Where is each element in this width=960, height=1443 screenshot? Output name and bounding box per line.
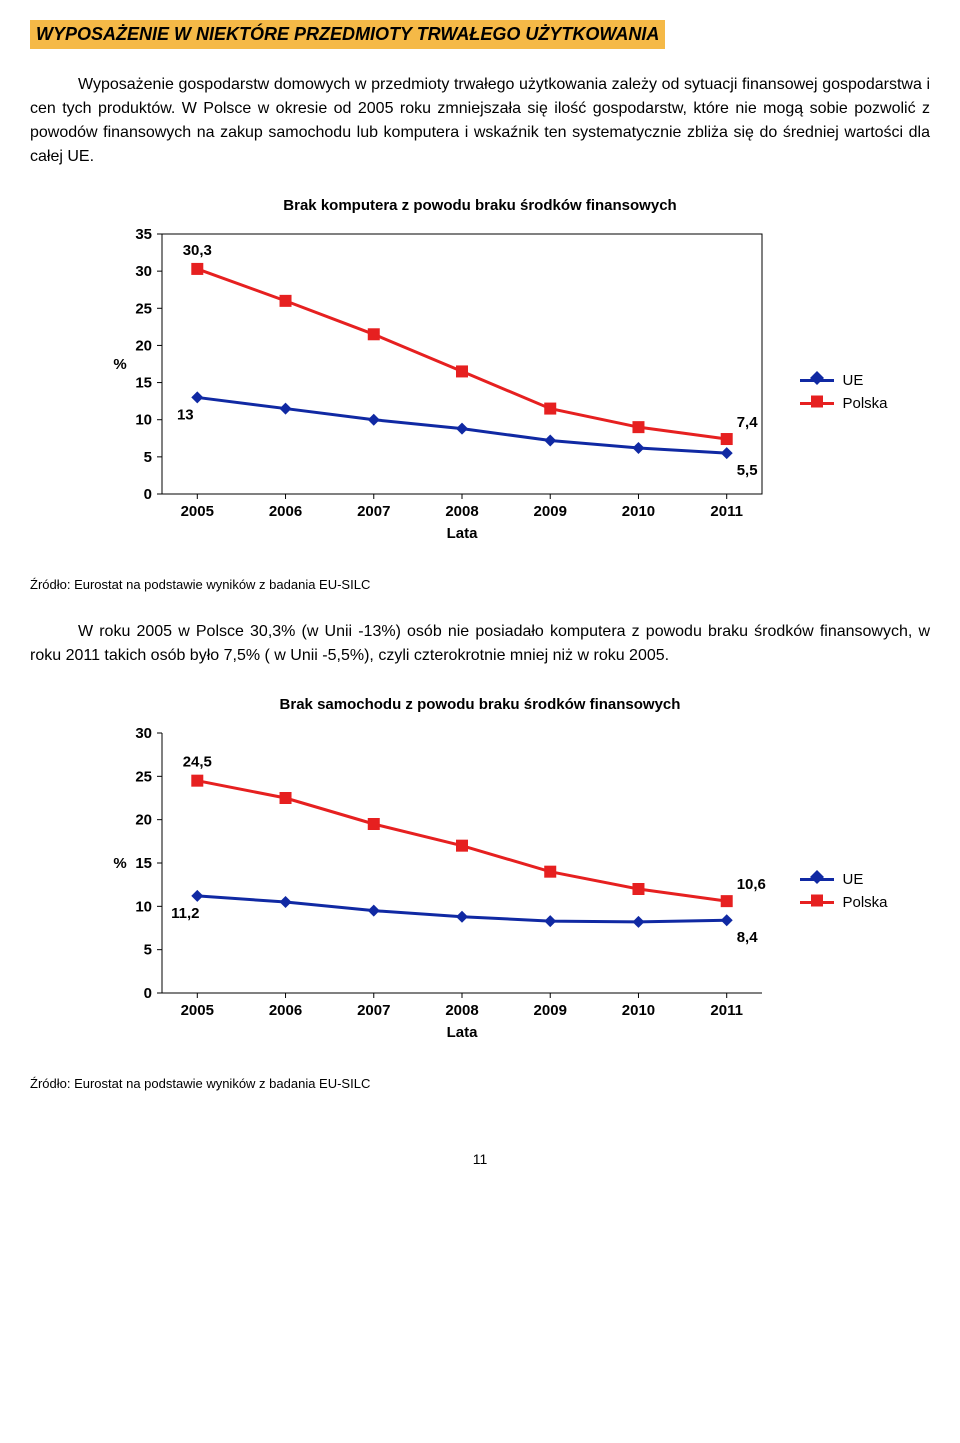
- chart2-legend: UE Polska: [800, 865, 887, 917]
- svg-text:10: 10: [136, 412, 153, 429]
- chart2-title: Brak samochodu z powodu braku środków fi…: [30, 696, 930, 713]
- chart1-container: 0 5 10 15 20 25 30 35% 2005 2006 2007 2008 2009 2010 2…: [60, 224, 930, 559]
- svg-text:30: 30: [136, 725, 153, 742]
- svg-text:25: 25: [136, 300, 153, 317]
- chart2-container: 0 5 10 15 20 25 30% 2005 2006 2007 2008 2009 2010 201…: [60, 723, 930, 1058]
- svg-text:11,2: 11,2: [172, 905, 200, 922]
- legend-pl-label: Polska: [842, 395, 887, 412]
- svg-text:15: 15: [136, 375, 153, 392]
- svg-text:25: 25: [136, 768, 153, 785]
- svg-text:35: 35: [136, 226, 153, 243]
- svg-text:30,3: 30,3: [183, 242, 212, 259]
- svg-text:5: 5: [144, 942, 152, 959]
- legend-ue-label: UE: [842, 871, 863, 888]
- svg-text:2009: 2009: [534, 1002, 567, 1019]
- chart2: 0 5 10 15 20 25 30% 2005 2006 2007 2008 2009 2010 201…: [102, 723, 782, 1058]
- paragraph-1: Wyposażenie gospodarstw domowych w przed…: [30, 73, 930, 169]
- svg-text:10,6: 10,6: [737, 876, 766, 893]
- svg-text:Lata: Lata: [447, 525, 479, 542]
- svg-text:2011: 2011: [711, 503, 744, 520]
- svg-text:20: 20: [136, 337, 153, 354]
- svg-text:2006: 2006: [269, 1002, 302, 1019]
- svg-text:10: 10: [136, 898, 153, 915]
- section-title-bar: WYPOSAŻENIE W NIEKTÓRE PRZEDMIOTY TRWAŁE…: [30, 20, 665, 49]
- legend-ue: UE: [800, 372, 887, 389]
- svg-text:2008: 2008: [446, 503, 479, 520]
- svg-text:0: 0: [144, 486, 152, 503]
- svg-text:2010: 2010: [622, 503, 655, 520]
- chart1-legend: UE Polska: [800, 366, 887, 418]
- svg-text:5: 5: [144, 449, 152, 466]
- svg-text:2006: 2006: [269, 503, 302, 520]
- chart2-source: Źródło: Eurostat na podstawie wyników z …: [30, 1076, 930, 1091]
- svg-text:2009: 2009: [534, 503, 567, 520]
- svg-text:2007: 2007: [358, 1002, 391, 1019]
- svg-text:2005: 2005: [181, 1002, 214, 1019]
- svg-text:30: 30: [136, 263, 153, 280]
- svg-text:%: %: [114, 855, 127, 872]
- svg-text:2010: 2010: [622, 1002, 655, 1019]
- legend-ue-label: UE: [842, 372, 863, 389]
- svg-text:24,5: 24,5: [183, 754, 212, 771]
- chart1-title: Brak komputera z powodu braku środków fi…: [30, 197, 930, 214]
- legend-pl-label: Polska: [842, 894, 887, 911]
- svg-text:Lata: Lata: [447, 1024, 479, 1041]
- svg-text:%: %: [114, 356, 127, 373]
- svg-text:8,4: 8,4: [737, 929, 759, 946]
- section-title: WYPOSAŻENIE W NIEKTÓRE PRZEDMIOTY TRWAŁE…: [36, 24, 659, 44]
- legend-pl: Polska: [800, 894, 887, 911]
- svg-text:7,4: 7,4: [737, 414, 759, 431]
- svg-text:0: 0: [144, 985, 152, 1002]
- svg-text:2005: 2005: [181, 503, 214, 520]
- svg-text:15: 15: [136, 855, 153, 872]
- paragraph-2: W roku 2005 w Polsce 30,3% (w Unii -13%)…: [30, 620, 930, 668]
- svg-text:2011: 2011: [711, 1002, 744, 1019]
- svg-text:5,5: 5,5: [737, 462, 758, 479]
- svg-text:2008: 2008: [446, 1002, 479, 1019]
- svg-text:20: 20: [136, 812, 153, 829]
- svg-text:2007: 2007: [358, 503, 391, 520]
- chart1: 0 5 10 15 20 25 30 35% 2005 2006 2007 2008 2009 2010 2…: [102, 224, 782, 559]
- page-number: 11: [30, 1151, 930, 1167]
- legend-pl: Polska: [800, 395, 887, 412]
- legend-ue: UE: [800, 871, 887, 888]
- svg-text:13: 13: [177, 406, 194, 423]
- chart1-source: Źródło: Eurostat na podstawie wyników z …: [30, 577, 930, 592]
